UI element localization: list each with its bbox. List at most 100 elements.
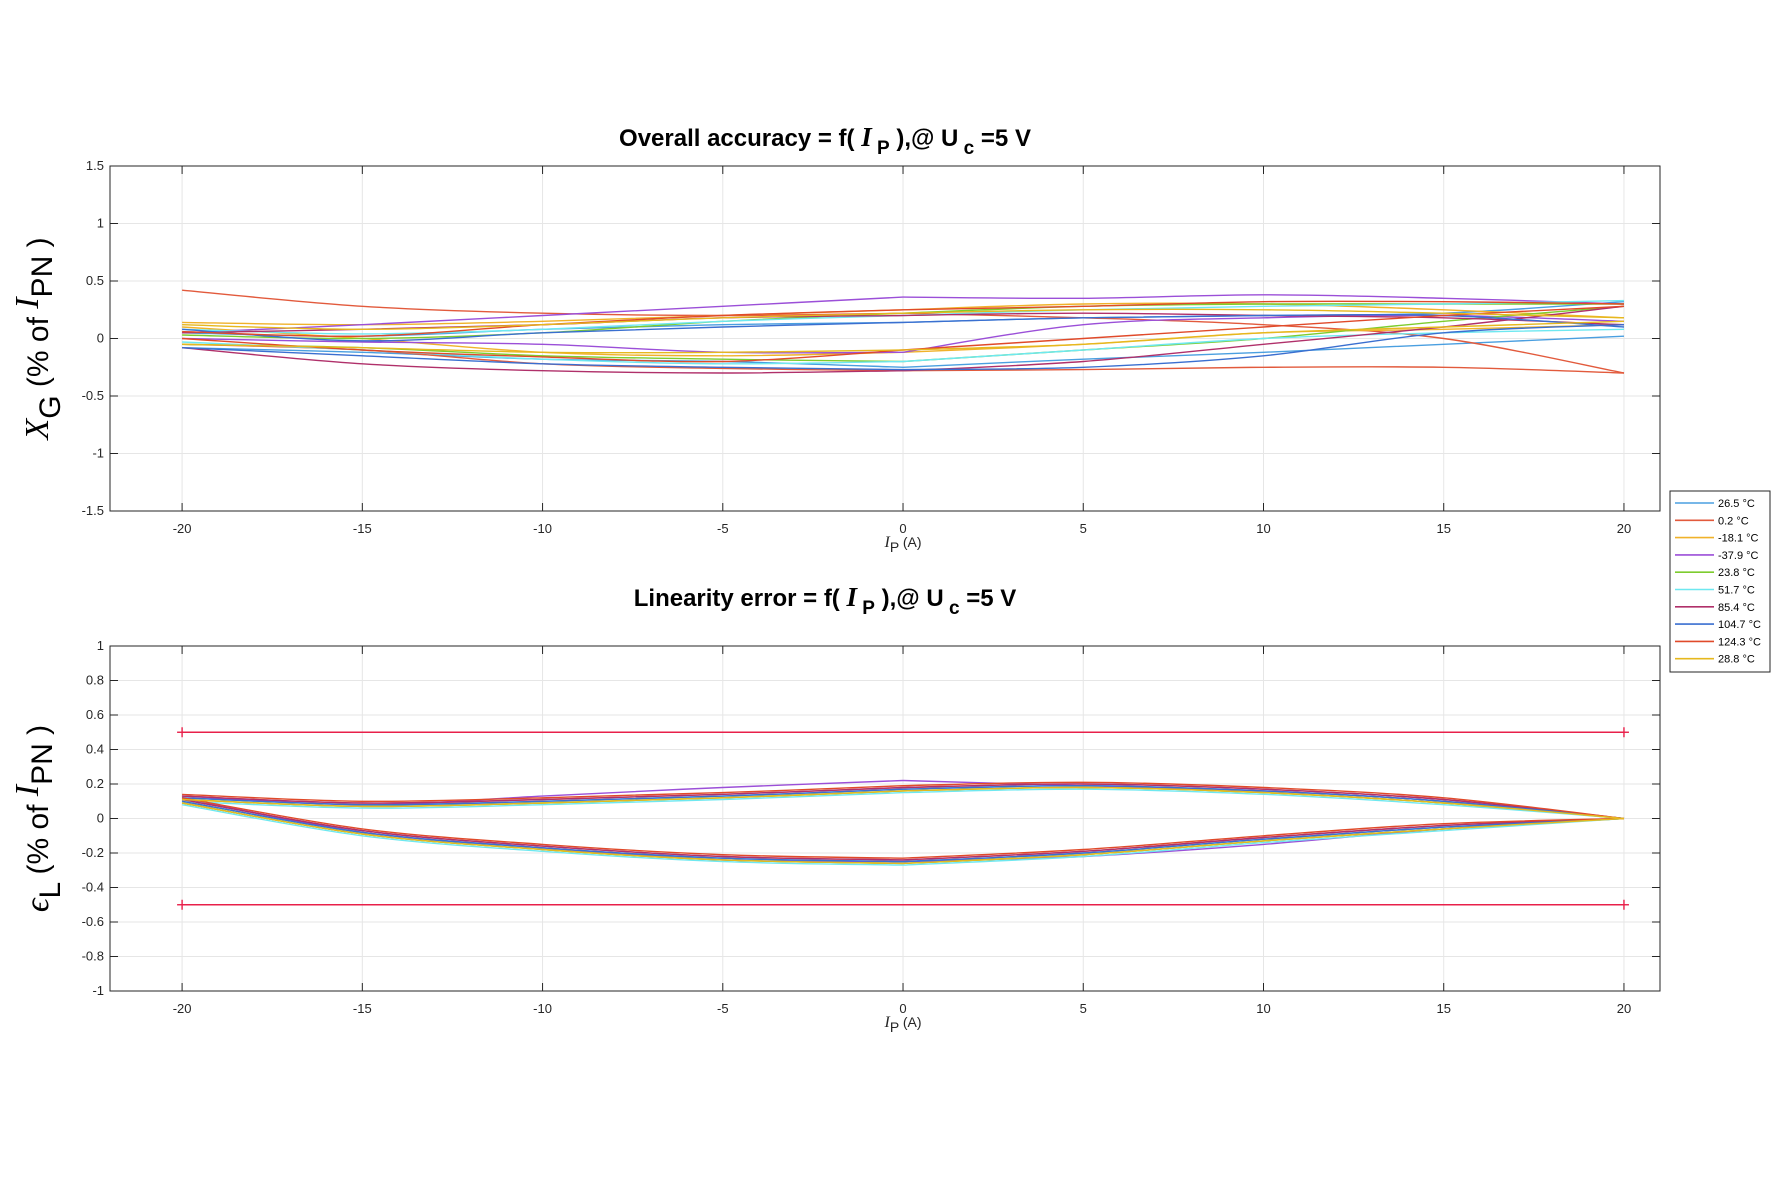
ylabel-var: I xyxy=(9,783,46,797)
x-tick-label: 20 xyxy=(1617,1001,1631,1016)
x-tick-label: 0 xyxy=(899,1001,906,1016)
chart-overall-accuracy: -20 -15 -10 -5 0 5 10 15 20 -1.5 -1 -0.5 0 0.5 1 1.5 Ove… xyxy=(9,122,1661,555)
title-sub: c xyxy=(944,598,960,619)
series-line xyxy=(902,781,1625,820)
title-sub: P xyxy=(857,598,875,619)
legend-entry: 23.8 °C xyxy=(1718,567,1755,579)
ylabel-text: (% of xyxy=(22,309,55,396)
series-line xyxy=(182,786,904,804)
y-tick-label: -0.4 xyxy=(82,880,104,895)
title-text: Overall accuracy = f( xyxy=(619,125,861,152)
xlabel-var: I xyxy=(884,1014,891,1031)
series-line xyxy=(902,783,1625,820)
x-tick-label: -5 xyxy=(717,1001,729,1016)
legend-entry: 51.7 °C xyxy=(1718,585,1755,597)
x-tick-label: 15 xyxy=(1436,1001,1450,1016)
ylabel-sym: ϵ xyxy=(19,897,56,912)
x-tick-label: 0 xyxy=(899,521,906,536)
series-line xyxy=(902,305,1625,351)
xlabel-unit: (A) xyxy=(899,534,922,550)
x-tick-label: 15 xyxy=(1436,521,1450,536)
series-line xyxy=(181,798,904,861)
chart-title: Overall accuracy = f( I P ),@ U c =5 V xyxy=(619,122,1031,159)
series-line xyxy=(182,337,904,354)
ylabel-text: ) xyxy=(22,237,55,255)
series-line xyxy=(902,817,1625,859)
series-line xyxy=(902,817,1625,866)
y-tick-label: 0.4 xyxy=(86,742,104,757)
xlabel-sub: P xyxy=(890,539,899,555)
y-tick-label: 1.5 xyxy=(86,158,104,173)
title-text: Linearity error = f( xyxy=(634,585,847,612)
legend-entry: 104.7 °C xyxy=(1718,619,1761,631)
legend: 26.5 °C 0.2 °C -18.1 °C -37.9 °C 23.8 °C 51.7… xyxy=(1669,490,1771,673)
title-var: I xyxy=(860,122,873,152)
title-text: ),@ U xyxy=(875,585,944,612)
title-var: I xyxy=(845,582,858,612)
series-line xyxy=(902,817,1625,865)
series-line xyxy=(182,347,904,374)
legend-entry: 0.2 °C xyxy=(1718,515,1749,527)
ylabel-text: (% of xyxy=(22,796,55,883)
series-line xyxy=(181,802,904,865)
y-tick-label: -0.5 xyxy=(82,388,104,403)
title-sub: c xyxy=(958,138,974,159)
series-line xyxy=(902,817,1625,861)
ylabel-sub: PN xyxy=(26,256,59,298)
series-line xyxy=(902,324,1625,371)
ylabel-text: ) xyxy=(22,725,55,743)
y-tick-label: 0.2 xyxy=(86,776,104,791)
x-tick-label: 20 xyxy=(1617,521,1631,536)
legend-entry: -18.1 °C xyxy=(1718,533,1759,545)
x-tick-label: 5 xyxy=(1080,1001,1087,1016)
title-text: =5 V xyxy=(974,125,1031,152)
ylabel-sym: X xyxy=(19,418,56,442)
x-tick-label: -20 xyxy=(173,521,192,536)
x-tick-label: -10 xyxy=(533,1001,552,1016)
y-tick-label: 0 xyxy=(97,811,104,826)
xlabel-var: I xyxy=(884,534,891,551)
legend-entry: 124.3 °C xyxy=(1718,636,1761,648)
series-line xyxy=(902,817,1625,863)
series-line xyxy=(902,314,1625,353)
series-line xyxy=(182,321,904,342)
series-line xyxy=(902,320,1625,351)
series-line xyxy=(902,312,1625,374)
series-line xyxy=(902,788,1625,820)
chart-linearity-error: -20 -15 -10 -5 0 5 10 15 20 -1 -0.8 -0.6 -0.4 -0.2 0 0.… xyxy=(9,582,1661,1035)
x-tick-label: -5 xyxy=(717,521,729,536)
legend-entry: 28.8 °C xyxy=(1718,654,1755,666)
series-line xyxy=(182,289,904,317)
chart-title: Linearity error = f( I P ),@ U c =5 V xyxy=(634,582,1017,619)
series-line xyxy=(902,335,1625,368)
series-line xyxy=(902,300,1625,311)
x-tick-label: -20 xyxy=(173,1001,192,1016)
title-text: =5 V xyxy=(960,585,1017,612)
series-line xyxy=(182,785,904,803)
x-tick-label: -10 xyxy=(533,521,552,536)
xlabel-unit: (A) xyxy=(899,1014,922,1030)
x-tick-label: -15 xyxy=(353,1001,372,1016)
series-line xyxy=(182,296,904,334)
y-tick-label: -0.6 xyxy=(82,914,104,929)
y-tick-label: 0.6 xyxy=(86,707,104,722)
ylabel-sub: L xyxy=(34,882,67,898)
series-line xyxy=(182,791,904,809)
y-tick-label: 1 xyxy=(97,216,104,231)
y-tick-label: 1 xyxy=(97,638,104,653)
series-line xyxy=(902,366,1625,374)
y-tick-label: 0.8 xyxy=(86,673,104,688)
y-tick-label: -1.5 xyxy=(82,503,104,518)
series-line xyxy=(902,313,1625,328)
series-line xyxy=(182,343,904,354)
legend-entry: -37.9 °C xyxy=(1718,550,1759,562)
y-axis-label: ϵL (% of IPN ) xyxy=(9,725,67,912)
x-tick-label: 5 xyxy=(1080,521,1087,536)
ylabel-sub: G xyxy=(34,395,67,418)
ylabel-sub: PN xyxy=(26,743,59,785)
series-line xyxy=(902,308,1625,319)
series-line xyxy=(182,312,904,331)
series-group xyxy=(181,779,1625,866)
series-line xyxy=(181,797,904,859)
